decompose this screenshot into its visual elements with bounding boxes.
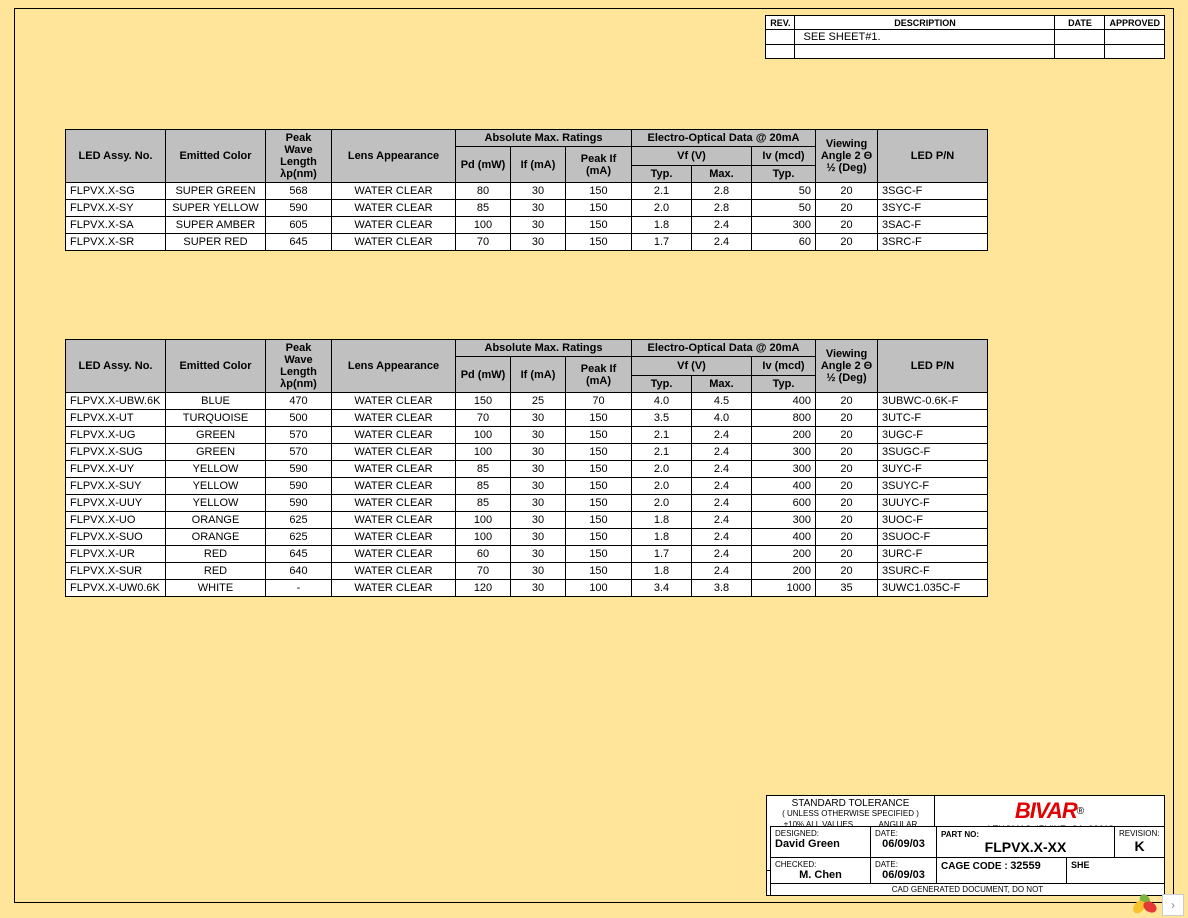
revision-value: K	[1119, 838, 1160, 854]
rev-header: REV.	[766, 16, 795, 30]
designed-label: DESIGNED:	[775, 829, 866, 838]
date-label: DATE:	[875, 860, 932, 869]
appr-header: APPROVED	[1105, 16, 1165, 30]
checked-value: M. Chen	[775, 869, 866, 881]
rev-row	[766, 45, 1165, 59]
sheet-cell: SHE	[1067, 858, 1165, 884]
date2-cell: DATE: 06/09/03	[871, 858, 937, 884]
registered-icon: ®	[1077, 806, 1084, 817]
cage-cell: CAGE CODE : 32559	[937, 858, 1067, 884]
partno-cell: PART NO: FLPVX.X-XX	[937, 827, 1115, 858]
cage-value: 32559	[1010, 860, 1041, 872]
cad-note: CAD GENERATED DOCUMENT, DO NOT	[771, 884, 1165, 896]
cage-label: CAGE CODE :	[941, 861, 1008, 872]
date1-value: 06/09/03	[875, 838, 932, 850]
date2-value: 06/09/03	[875, 869, 932, 881]
table-row: FLPVX.X-SYSUPER YELLOW590WATER CLEAR8530…	[66, 200, 988, 217]
desc-header: DESCRIPTION	[795, 16, 1055, 30]
next-page-button[interactable]: ›	[1162, 894, 1184, 916]
checked-label: CHECKED:	[775, 860, 866, 869]
spec-table-2: LED Assy. No.Emitted ColorPeak Wave Leng…	[65, 339, 988, 597]
revision-cell: REVISION: K	[1115, 827, 1165, 858]
rev-row: SEE SHEET#1.	[766, 30, 1165, 45]
checked-cell: CHECKED: M. Chen	[771, 858, 871, 884]
title-block-lower: DESIGNED: David Green DATE: 06/09/03 PAR…	[770, 826, 1165, 896]
sheet-label: SHE	[1071, 860, 1090, 870]
date-label: DATE:	[875, 829, 932, 838]
table-row: FLPVX.X-UUYYELLOW590WATER CLEAR85301502.…	[66, 495, 988, 512]
bivar-logo: BIVAR	[1015, 798, 1077, 823]
revision-block: REV. DESCRIPTION DATE APPROVED SEE SHEET…	[765, 15, 1165, 59]
app-logo-icon	[1134, 894, 1156, 916]
table-row: FLPVX.X-UW0.6KWHITE-WATER CLEAR120301003…	[66, 580, 988, 597]
table-row: FLPVX.X-UBW.6KBLUE470WATER CLEAR15025704…	[66, 393, 988, 410]
table-row: FLPVX.X-UOORANGE625WATER CLEAR100301501.…	[66, 512, 988, 529]
revision-label: REVISION:	[1119, 829, 1160, 838]
table-row: FLPVX.X-UTTURQUOISE500WATER CLEAR7030150…	[66, 410, 988, 427]
table-row: FLPVX.X-UYYELLOW590WATER CLEAR85301502.0…	[66, 461, 988, 478]
table-row: FLPVX.X-SURRED640WATER CLEAR70301501.82.…	[66, 563, 988, 580]
table-row: FLPVX.X-UGGREEN570WATER CLEAR100301502.1…	[66, 427, 988, 444]
designed-cell: DESIGNED: David Green	[771, 827, 871, 858]
tol-sub: ( UNLESS OTHERWISE SPECIFIED )	[771, 809, 930, 818]
footer-nav: ›	[1134, 894, 1184, 916]
partno-value: FLPVX.X-XX	[941, 839, 1110, 855]
designed-value: David Green	[775, 838, 866, 850]
drawing-sheet: REV. DESCRIPTION DATE APPROVED SEE SHEET…	[14, 8, 1174, 903]
table-row: FLPVX.X-SASUPER AMBER605WATER CLEAR10030…	[66, 217, 988, 234]
table-row: FLPVX.X-SGSUPER GREEN568WATER CLEAR80301…	[66, 183, 988, 200]
table-row: FLPVX.X-SUGGREEN570WATER CLEAR100301502.…	[66, 444, 988, 461]
partno-label: PART NO:	[941, 830, 979, 839]
tol-title: STANDARD TOLERANCE	[771, 798, 930, 809]
date-header: DATE	[1055, 16, 1105, 30]
spec-table-1: LED Assy. No.Emitted ColorPeak Wave Leng…	[65, 129, 988, 251]
date1-cell: DATE: 06/09/03	[871, 827, 937, 858]
table-row: FLPVX.X-URRED645WATER CLEAR60301501.72.4…	[66, 546, 988, 563]
table-row: FLPVX.X-SUOORANGE625WATER CLEAR100301501…	[66, 529, 988, 546]
table-row: FLPVX.X-SUYYELLOW590WATER CLEAR85301502.…	[66, 478, 988, 495]
table-row: FLPVX.X-SRSUPER RED645WATER CLEAR7030150…	[66, 234, 988, 251]
